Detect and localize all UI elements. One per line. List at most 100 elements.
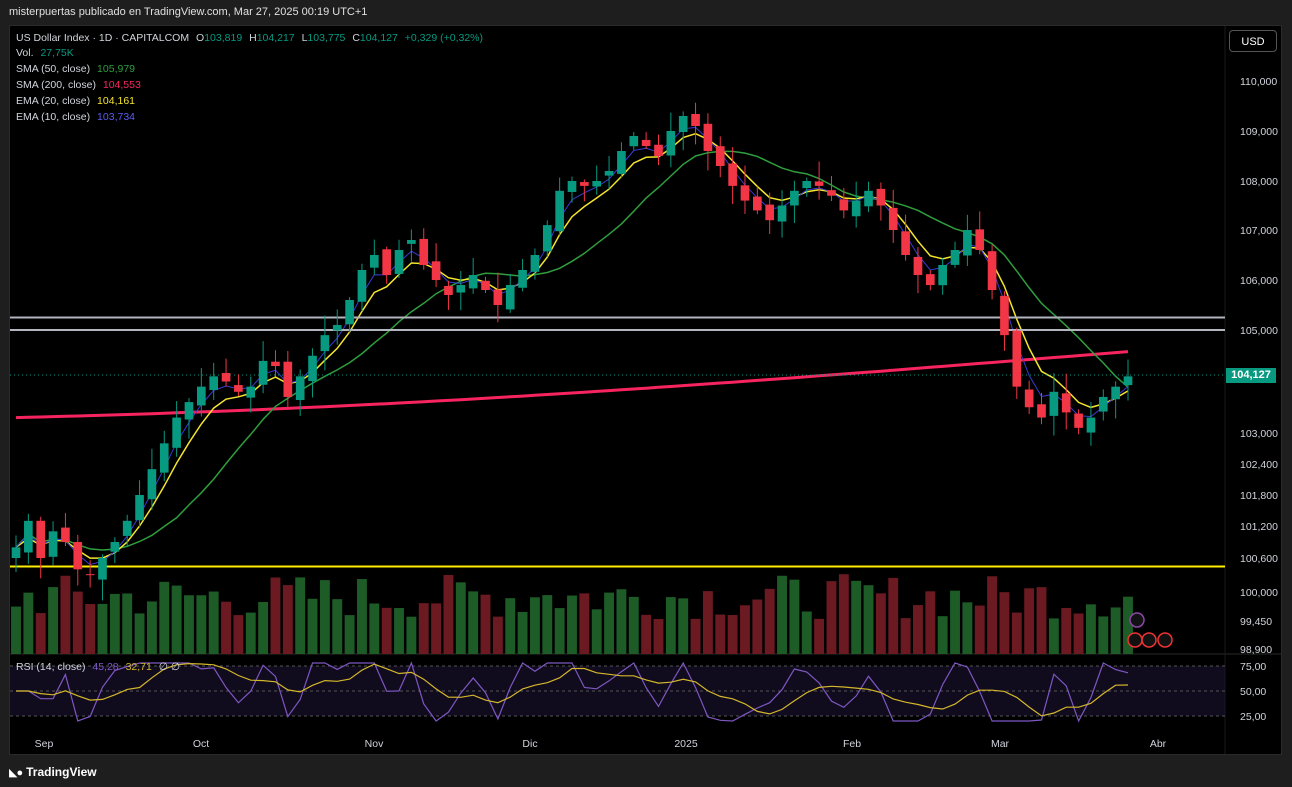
- candle-body: [271, 361, 280, 367]
- candle-body: [468, 275, 478, 289]
- volume-bar: [542, 595, 553, 654]
- attribution-text: misterpuertas publicado en TradingView.c…: [9, 6, 368, 18]
- volume-bar: [789, 579, 800, 654]
- volume-bar: [962, 602, 973, 654]
- volume-label[interactable]: Vol.: [16, 47, 34, 59]
- symbol-name[interactable]: US Dollar Index · 1D · CAPITALCOM: [16, 32, 190, 44]
- candle-body: [357, 270, 367, 302]
- candle-body: [345, 300, 354, 325]
- x-tick-label: Dic: [522, 738, 537, 750]
- volume-bar: [690, 618, 701, 654]
- ema20-label[interactable]: EMA (20, close): [16, 95, 91, 107]
- lightning-event-icon: [1129, 612, 1145, 628]
- rsi-label[interactable]: RSI (14, close): [16, 661, 86, 673]
- tradingview-logo[interactable]: ◣● TradingView: [9, 765, 97, 779]
- candle-body: [678, 116, 688, 132]
- high-label: H: [249, 32, 257, 44]
- candle-body: [1098, 396, 1108, 412]
- rsi-extra: ∅ ∅: [158, 661, 180, 673]
- candle-body: [728, 163, 737, 186]
- chart-canvas[interactable]: 110,000 109,000 108,000 107,000 106,000 105,0…: [10, 26, 1281, 754]
- candle-body: [1074, 413, 1083, 428]
- volume-bar: [567, 595, 577, 654]
- tv-logo-icon: ◣●: [9, 767, 23, 779]
- volume-bar: [950, 590, 960, 654]
- volume-bar: [777, 575, 787, 654]
- volume-bar: [35, 613, 46, 654]
- candle-body: [1061, 393, 1071, 413]
- volume-bar: [357, 579, 367, 654]
- candle-body: [987, 251, 997, 290]
- rsi-tick-label: 75,00: [1240, 661, 1266, 673]
- sma200-label[interactable]: SMA (200, close): [16, 79, 96, 91]
- volume-bar: [134, 613, 145, 654]
- volume-bar: [221, 601, 231, 654]
- volume-bar: [492, 616, 503, 654]
- candle-body: [481, 280, 490, 290]
- volume-bar: [159, 581, 170, 654]
- chart-frame[interactable]: 110,000 109,000 108,000 107,000 106,000 105,0…: [9, 25, 1282, 755]
- volume-bar: [554, 608, 565, 654]
- x-tick-label: Feb: [843, 738, 861, 750]
- volume-bar: [443, 575, 454, 654]
- volume-bar: [85, 603, 96, 654]
- candle-body: [950, 250, 960, 265]
- y-tick-label: 100,600: [1240, 553, 1278, 565]
- candle-body: [197, 386, 206, 406]
- candle-body: [567, 181, 577, 192]
- volume-bar: [814, 618, 825, 654]
- volume-bar: [319, 580, 330, 654]
- volume-bar: [1110, 607, 1121, 654]
- us-flag-event-icon: [1157, 632, 1173, 648]
- volume-bar: [987, 576, 998, 654]
- y-tick-label: 103,000: [1240, 428, 1278, 440]
- candle-body: [1000, 295, 1009, 336]
- low-value: 103,775: [307, 32, 346, 44]
- volume-bar: [122, 593, 133, 654]
- volume-bar: [394, 608, 404, 654]
- y-tick-label: 110,000: [1240, 76, 1277, 88]
- legend-ema10-row: EMA (10, close) 103,734: [16, 111, 135, 123]
- volume-bar: [171, 585, 182, 654]
- candle-body: [122, 520, 132, 536]
- volume-bar: [888, 577, 899, 654]
- candle-body: [703, 123, 713, 151]
- sma50-label[interactable]: SMA (50, close): [16, 63, 91, 75]
- candle-body: [1086, 417, 1096, 433]
- volume-bar: [245, 612, 256, 654]
- rsi-tick-label: 25,00: [1240, 711, 1266, 723]
- candle-body: [407, 240, 416, 244]
- x-tick-label: Nov: [365, 738, 384, 750]
- volume-bar: [752, 599, 763, 654]
- candle-body: [765, 204, 775, 221]
- volume-bar: [184, 595, 194, 654]
- candle-body: [258, 360, 268, 385]
- y-tick-label: 108,000: [1240, 176, 1278, 188]
- open-value: 103,819: [204, 32, 243, 44]
- volume-bar: [1011, 612, 1022, 654]
- y-tick-label: 106,000: [1240, 275, 1278, 287]
- volume-bar: [678, 598, 689, 654]
- legend-sma200-row: SMA (200, close) 104,553: [16, 79, 141, 91]
- candle-body: [1037, 404, 1046, 418]
- volume-bar: [702, 591, 713, 654]
- candle-body: [802, 181, 812, 189]
- candle-body: [1123, 376, 1133, 386]
- currency-button[interactable]: USD: [1229, 30, 1277, 52]
- volume-bar: [764, 588, 775, 654]
- volume-bar: [999, 592, 1010, 654]
- legend-symbol-row: US Dollar Index · 1D · CAPITALCOM O103,8…: [16, 32, 483, 44]
- ema10-label[interactable]: EMA (10, close): [16, 111, 91, 123]
- volume-bar: [727, 615, 738, 654]
- volume-bar: [60, 575, 71, 654]
- volume-bar: [616, 589, 627, 654]
- volume-bar: [1048, 618, 1059, 654]
- y-tick-label: 100,000: [1240, 587, 1278, 599]
- candle-body: [431, 261, 441, 280]
- volume-bar: [1098, 616, 1109, 654]
- candle-body: [740, 185, 750, 201]
- volume-bar: [1073, 613, 1084, 654]
- candle-body: [61, 527, 70, 542]
- header-bar: misterpuertas publicado en TradingView.c…: [0, 0, 1292, 25]
- ema10-value: 103,734: [97, 111, 136, 123]
